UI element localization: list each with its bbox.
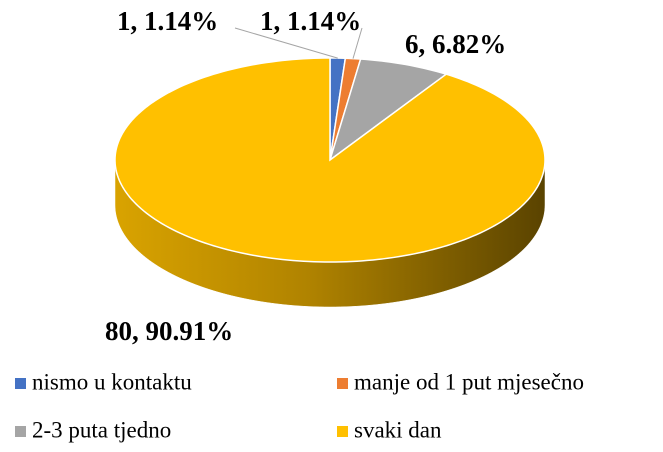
- legend-swatch: [15, 378, 26, 389]
- slice: [114, 57, 546, 263]
- legend-label: manje od 1 put mjesečno: [354, 369, 584, 394]
- legend-swatch: [15, 426, 26, 437]
- legend-swatch: [337, 426, 348, 437]
- leader-line: [352, 27, 363, 59]
- legend-swatch: [337, 378, 348, 389]
- data-labels: 1, 1.14% 1, 1.14% 6, 6.82% 80, 90.91%: [105, 6, 506, 346]
- legend-label: svaki dan: [354, 417, 442, 442]
- data-label: 1, 1.14%: [117, 6, 218, 36]
- legend-label: nismo u kontaktu: [32, 369, 192, 394]
- data-label: 6, 6.82%: [405, 29, 506, 59]
- data-label: 1, 1.14%: [260, 6, 361, 36]
- leader-line: [234, 27, 338, 59]
- legend: nismo u kontaktu manje od 1 put mjesečno 2…: [15, 369, 584, 442]
- slice: [328, 58, 448, 162]
- pie-tops: [114, 57, 546, 263]
- data-label: 80, 90.91%: [105, 316, 233, 346]
- legend-label: 2-3 puta tjedno: [32, 417, 171, 442]
